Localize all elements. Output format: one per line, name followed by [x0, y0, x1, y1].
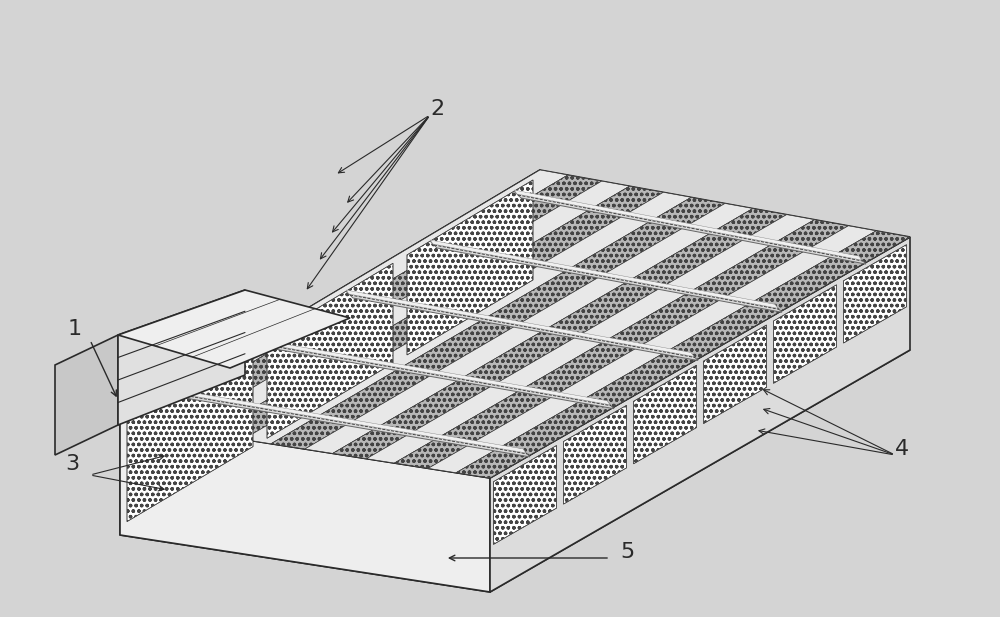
Polygon shape	[120, 170, 568, 424]
Polygon shape	[243, 193, 691, 444]
Polygon shape	[634, 365, 696, 464]
Polygon shape	[394, 220, 848, 468]
Polygon shape	[333, 209, 787, 458]
Polygon shape	[367, 215, 814, 463]
Polygon shape	[494, 445, 556, 544]
Polygon shape	[843, 245, 907, 343]
Text: 3: 3	[65, 454, 79, 474]
Polygon shape	[120, 170, 910, 478]
Polygon shape	[120, 285, 910, 592]
Polygon shape	[405, 335, 903, 591]
Polygon shape	[456, 231, 910, 478]
Polygon shape	[312, 319, 810, 577]
Polygon shape	[120, 170, 540, 535]
Polygon shape	[178, 391, 530, 457]
Polygon shape	[490, 237, 910, 592]
Polygon shape	[220, 302, 718, 562]
Polygon shape	[262, 341, 614, 408]
Polygon shape	[430, 240, 778, 308]
Polygon shape	[262, 340, 610, 405]
Polygon shape	[127, 286, 625, 548]
Polygon shape	[407, 180, 533, 355]
Polygon shape	[178, 390, 526, 453]
Polygon shape	[120, 420, 490, 592]
Text: 5: 5	[620, 542, 634, 562]
Polygon shape	[127, 347, 253, 521]
Polygon shape	[267, 263, 393, 438]
Text: 4: 4	[895, 439, 909, 459]
Polygon shape	[55, 335, 118, 455]
Polygon shape	[703, 325, 767, 424]
Text: 2: 2	[430, 99, 444, 119]
Polygon shape	[773, 285, 837, 383]
Polygon shape	[118, 290, 245, 425]
Polygon shape	[148, 175, 602, 429]
Polygon shape	[514, 191, 866, 264]
Polygon shape	[346, 290, 694, 357]
Polygon shape	[305, 204, 753, 453]
Polygon shape	[118, 290, 350, 368]
Polygon shape	[430, 241, 782, 312]
Polygon shape	[209, 186, 663, 439]
Polygon shape	[346, 291, 698, 360]
Polygon shape	[428, 226, 876, 473]
Polygon shape	[271, 197, 725, 449]
Text: 1: 1	[68, 319, 82, 339]
Polygon shape	[563, 405, 626, 504]
Polygon shape	[514, 190, 862, 260]
Polygon shape	[182, 181, 629, 434]
